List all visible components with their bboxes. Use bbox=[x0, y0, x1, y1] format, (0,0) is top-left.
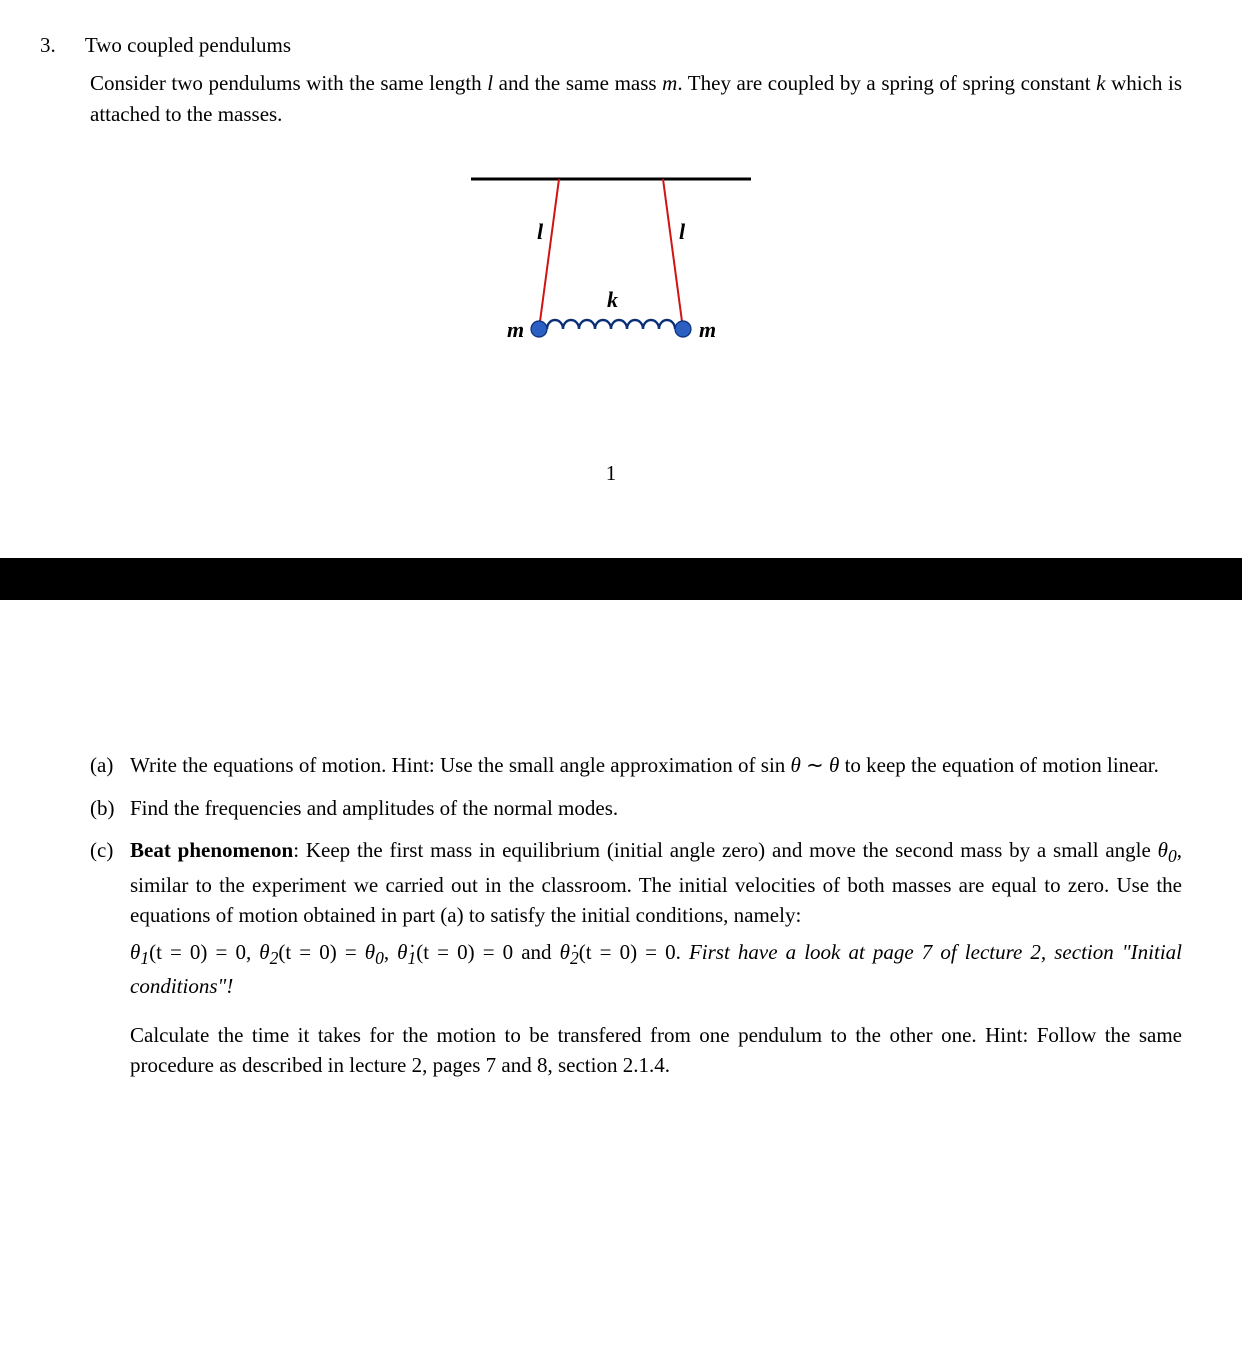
c-colon: : bbox=[293, 838, 306, 862]
a-theta-1: θ bbox=[791, 753, 801, 777]
ic-comma: , bbox=[384, 940, 397, 964]
c-p1-a: Keep the first mass in equilibrium (init… bbox=[306, 838, 1158, 862]
c-p2: Calculate the time it takes for the moti… bbox=[130, 1023, 1182, 1077]
ic-dtheta1: θ̇ bbox=[397, 940, 407, 964]
svg-text:l: l bbox=[537, 219, 544, 244]
subpart-a: (a) Write the equations of motion. Hint:… bbox=[90, 750, 1182, 780]
c-theta0-sym: θ bbox=[1158, 838, 1168, 862]
problem-intro: Consider two pendulums with the same len… bbox=[90, 68, 1182, 129]
svg-text:k: k bbox=[607, 287, 618, 312]
page-number: 1 bbox=[40, 458, 1182, 488]
subpart-c: (c) Beat phenomenon: Keep the first mass… bbox=[90, 835, 1182, 1086]
a-theta-2: θ bbox=[829, 753, 839, 777]
var-k: k bbox=[1096, 71, 1105, 95]
svg-text:l: l bbox=[679, 219, 686, 244]
subpart-a-label: (a) bbox=[90, 750, 130, 780]
ic-sub0: 0 bbox=[375, 948, 384, 968]
b-text: Find the frequencies and amplitudes of t… bbox=[130, 796, 618, 820]
ic-sub1: 1 bbox=[140, 948, 149, 968]
c-part-a: (a) bbox=[440, 903, 463, 927]
ic-t0d: (t = 0) = 0. bbox=[579, 940, 689, 964]
c-p1-c: to satisfy the initial conditions, namel… bbox=[464, 903, 802, 927]
subpart-c-label: (c) bbox=[90, 835, 130, 1086]
subpart-c-body: Beat phenomenon: Keep the first mass in … bbox=[130, 835, 1182, 1086]
problem-header: 3. Two coupled pendulums bbox=[40, 30, 1182, 60]
ic-theta1: θ bbox=[130, 940, 140, 964]
ic-dtheta2: θ̇ bbox=[560, 940, 570, 964]
a-text-1: Write the equations of motion. Hint: Use… bbox=[130, 753, 761, 777]
svg-text:m: m bbox=[699, 317, 716, 342]
ic-dsub2: 2 bbox=[570, 948, 579, 968]
subpart-a-body: Write the equations of motion. Hint: Use… bbox=[130, 750, 1182, 780]
ic-dsub1: 1 bbox=[408, 948, 417, 968]
intro-text-2: and the same mass bbox=[493, 71, 662, 95]
subpart-b: (b) Find the frequencies and amplitudes … bbox=[90, 793, 1182, 823]
subparts: (a) Write the equations of motion. Hint:… bbox=[90, 750, 1182, 1086]
subpart-b-body: Find the frequencies and amplitudes of t… bbox=[130, 793, 1182, 823]
c-theta0-sub: 0 bbox=[1168, 846, 1177, 866]
page-divider-bar bbox=[0, 558, 1242, 600]
a-approx: ∼ bbox=[801, 753, 829, 777]
ic-t0b: (t = 0) = bbox=[278, 940, 364, 964]
ic-t0a: (t = 0) = 0, bbox=[149, 940, 259, 964]
a-text-2: to keep the equation of motion linear. bbox=[839, 753, 1159, 777]
ic-theta2: θ bbox=[259, 940, 269, 964]
intro-text-1: Consider two pendulums with the same len… bbox=[90, 71, 487, 95]
ic-t0c: (t = 0) = 0 and bbox=[416, 940, 559, 964]
c-title: Beat phenomenon bbox=[130, 838, 293, 862]
coupled-pendulum-diagram: l l k m m bbox=[451, 159, 771, 389]
intro-text-3: . They are coupled by a spring of spring… bbox=[677, 71, 1096, 95]
subpart-b-label: (b) bbox=[90, 793, 130, 823]
var-m: m bbox=[662, 71, 677, 95]
svg-text:m: m bbox=[507, 317, 524, 342]
problem-number: 3. bbox=[40, 30, 80, 60]
ic-theta0: θ bbox=[365, 940, 375, 964]
figure: l l k m m bbox=[40, 159, 1182, 397]
a-sin: sin bbox=[761, 753, 791, 777]
problem-title: Two coupled pendulums bbox=[85, 33, 291, 57]
